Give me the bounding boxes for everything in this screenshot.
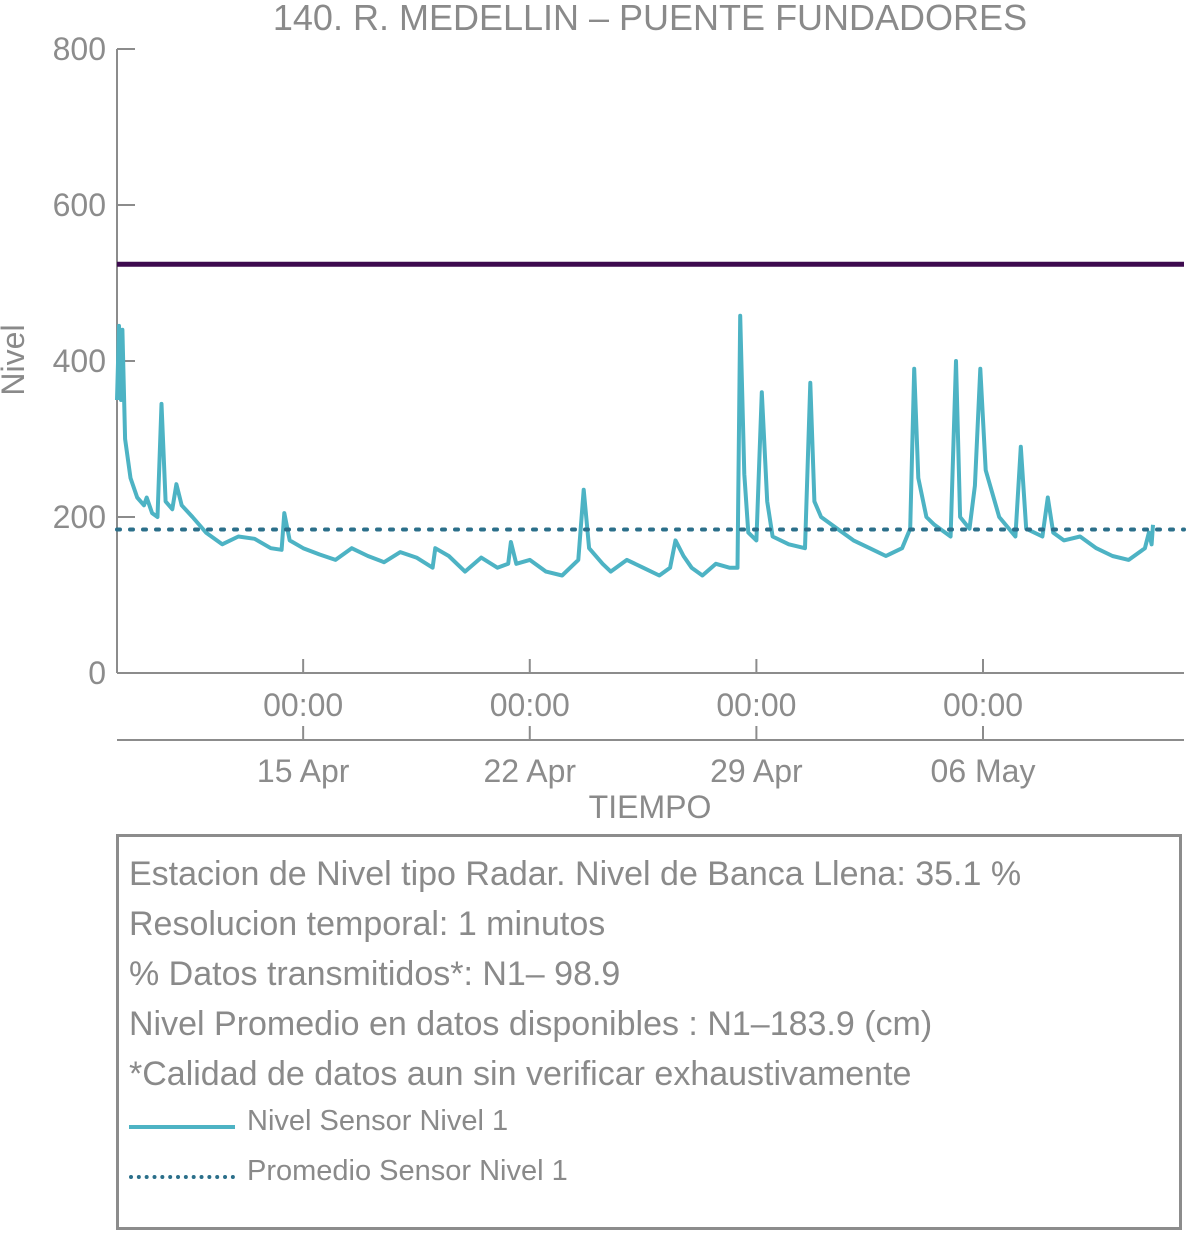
info-line-station: Estacion de Nivel tipo Radar. Nivel de B… <box>129 855 1022 893</box>
legend-item-average: Promedio Sensor Nivel 1 <box>129 1155 829 1195</box>
x-tick-time-label: 00:00 <box>490 687 570 723</box>
y-axis-label: Nivel <box>0 324 31 395</box>
info-line-quality-note: *Calidad de datos aun sin verificar exha… <box>129 1055 912 1093</box>
legend-item-level: Nivel Sensor Nivel 1 <box>129 1105 829 1145</box>
info-line-resolution: Resolucion temporal: 1 minutos <box>129 905 606 943</box>
y-tick-label: 0 <box>88 655 106 691</box>
x-tick-time-label: 00:00 <box>263 687 343 723</box>
x-ticks: 00:00 00:00 00:00 00:00 15 Apr 22 Apr 29 Apr 06… <box>257 659 1036 789</box>
info-line-transmitted: % Datos transmitidos*: N1– 98.9 <box>129 955 621 993</box>
x-axis-label: TIEMPO <box>589 789 712 825</box>
legend-label-level: Nivel Sensor Nivel 1 <box>247 1105 509 1137</box>
level-chart: 140. R. MEDELLIN – PUENTE FUNDADORES Niv… <box>0 0 1186 825</box>
chart-title: 140. R. MEDELLIN – PUENTE FUNDADORES <box>273 0 1027 38</box>
info-legend-box: Estacion de Nivel tipo Radar. Nivel de B… <box>116 834 1182 1230</box>
legend-swatch-dotted <box>129 1175 235 1179</box>
y-tick-label: 800 <box>53 31 106 67</box>
axes <box>116 49 1184 741</box>
series-line-level <box>115 313 1155 578</box>
legend-label-average: Promedio Sensor Nivel 1 <box>247 1155 568 1187</box>
y-tick-label: 200 <box>53 499 106 535</box>
y-tick-label: 400 <box>53 343 106 379</box>
x-tick-time-label: 00:00 <box>716 687 796 723</box>
series-layer <box>115 313 1186 578</box>
x-tick-date-label: 29 Apr <box>710 753 803 789</box>
x-tick-date-label: 22 Apr <box>484 753 577 789</box>
x-tick-date-label: 15 Apr <box>257 753 350 789</box>
y-ticks: 0 200 400 600 800 <box>53 31 135 691</box>
x-tick-date-label: 06 May <box>931 753 1036 789</box>
info-line-average: Nivel Promedio en datos disponibles : N1… <box>129 1005 933 1043</box>
y-tick-label: 600 <box>53 187 106 223</box>
x-tick-time-label: 00:00 <box>943 687 1023 723</box>
legend-swatch-solid <box>129 1125 235 1129</box>
